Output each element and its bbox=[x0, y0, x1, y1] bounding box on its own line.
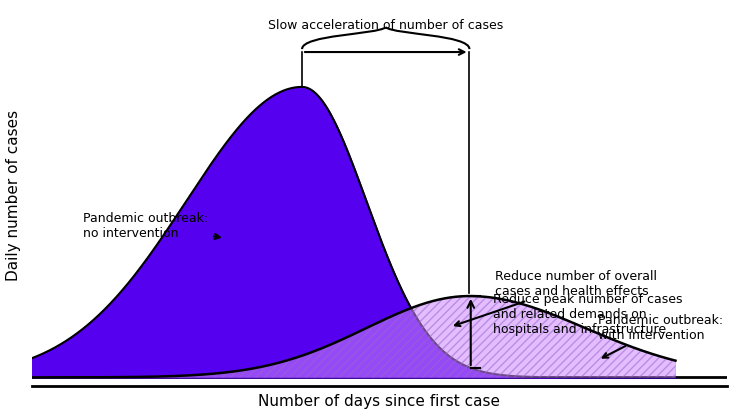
Y-axis label: Daily number of cases: Daily number of cases bbox=[5, 110, 20, 281]
Text: Pandemic outbreak:
with intervention: Pandemic outbreak: with intervention bbox=[598, 314, 723, 358]
Text: Reduce number of overall
cases and health effects: Reduce number of overall cases and healt… bbox=[455, 270, 657, 326]
Text: Slow acceleration of number of cases: Slow acceleration of number of cases bbox=[268, 20, 503, 32]
Text: Reduce peak number of cases
and related demands on
hospitals and infrastructure: Reduce peak number of cases and related … bbox=[494, 293, 682, 336]
X-axis label: Number of days since first case: Number of days since first case bbox=[258, 394, 500, 410]
Text: Pandemic outbreak:
no intervention: Pandemic outbreak: no intervention bbox=[83, 212, 220, 240]
